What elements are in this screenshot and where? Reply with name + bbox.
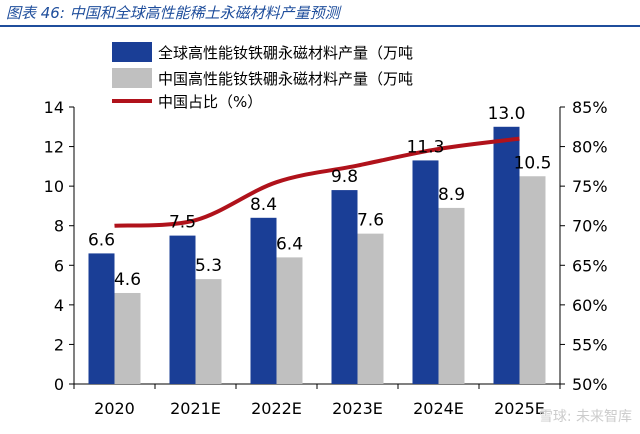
watermark: 雪球: 未来智库 bbox=[538, 409, 632, 425]
data-label-global: 13.0 bbox=[488, 104, 526, 124]
share-line bbox=[114, 136, 520, 228]
y-right-tick-label: 80% bbox=[572, 138, 608, 157]
y-left-tick-label: 10 bbox=[44, 177, 64, 196]
y-left-tick-label: 4 bbox=[54, 296, 64, 315]
data-label-global: 7.5 bbox=[169, 213, 196, 233]
bar-china bbox=[357, 233, 384, 384]
data-label-china: 10.5 bbox=[514, 153, 552, 173]
data-label-global: 11.3 bbox=[407, 137, 445, 157]
y-left-tick-label: 6 bbox=[54, 256, 64, 275]
bar-global bbox=[412, 160, 439, 384]
y-right-tick-label: 65% bbox=[572, 256, 608, 275]
bar-global bbox=[88, 253, 115, 384]
bar-china bbox=[276, 257, 303, 384]
data-label-global: 9.8 bbox=[331, 167, 358, 187]
y-left-tick-label: 12 bbox=[44, 138, 64, 157]
legend-label-share: 中国占比（%） bbox=[158, 93, 262, 111]
x-tick-label: 2024E bbox=[413, 399, 464, 418]
y-left-tick-label: 0 bbox=[54, 375, 64, 394]
data-label-china: 6.4 bbox=[276, 234, 303, 254]
legend-swatch-global bbox=[112, 42, 152, 62]
bar-global bbox=[493, 126, 520, 385]
figure-title: 图表 46: 中国和全球高性能稀土永磁材料产量预测 bbox=[6, 4, 340, 22]
legend-label-global: 全球高性能钕铁硼永磁材料产量（万吨 bbox=[158, 44, 413, 62]
data-label-china: 4.6 bbox=[114, 270, 141, 290]
bar-china bbox=[519, 176, 546, 384]
y-right-tick-label: 50% bbox=[572, 375, 608, 394]
bar-global bbox=[250, 217, 277, 384]
x-tick-label: 2025E bbox=[494, 399, 545, 418]
y-right-tick-label: 70% bbox=[572, 217, 608, 236]
y-left-tick-label: 14 bbox=[44, 98, 64, 117]
data-label-global: 8.4 bbox=[250, 195, 277, 215]
y-right-tick-label: 75% bbox=[572, 177, 608, 196]
bar-global bbox=[331, 190, 358, 384]
y-left-tick-label: 2 bbox=[54, 335, 64, 354]
bar-china bbox=[195, 279, 222, 384]
y-right-tick-label: 60% bbox=[572, 296, 608, 315]
y-left-tick-label: 8 bbox=[54, 217, 64, 236]
title-rule bbox=[0, 25, 640, 27]
x-tick-label: 2022E bbox=[251, 399, 302, 418]
legend-label-china: 中国高性能钕铁硼永磁材料产量（万吨 bbox=[158, 70, 413, 88]
x-tick-label: 2020 bbox=[94, 399, 135, 418]
data-label-china: 8.9 bbox=[438, 185, 465, 205]
bar-china bbox=[438, 207, 465, 384]
y-right-tick-label: 55% bbox=[572, 335, 608, 354]
bar-global bbox=[169, 235, 196, 384]
data-label-china: 5.3 bbox=[195, 256, 222, 276]
bar-china bbox=[114, 292, 141, 384]
data-label-china: 7.6 bbox=[357, 211, 384, 231]
legend-swatch-china bbox=[112, 68, 152, 88]
data-label-global: 6.6 bbox=[88, 230, 115, 250]
x-tick-label: 2023E bbox=[332, 399, 383, 418]
y-right-tick-label: 85% bbox=[572, 98, 608, 117]
x-tick-label: 2021E bbox=[170, 399, 221, 418]
